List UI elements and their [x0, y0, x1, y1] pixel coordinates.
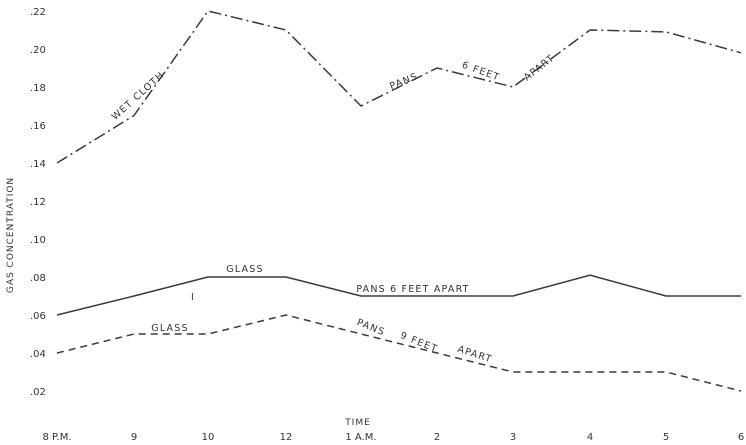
y-axis-title: GAS CONCENTRATION	[6, 177, 16, 293]
y-tick-label: .14	[30, 159, 46, 170]
x-tick-labels: 8 P.M. 9 10 12 1 A.M. 2 3 4 5 6	[43, 432, 745, 443]
y-tick-label: .20	[30, 45, 46, 56]
annotation-label: PANS	[355, 317, 387, 338]
y-tick-label: .22	[30, 7, 46, 18]
series-line-1	[56, 10, 742, 164]
annotation-label: APART	[456, 344, 493, 366]
y-tick-label: .06	[30, 311, 46, 322]
annotation-label: APART	[522, 53, 557, 84]
annotation-label: WET CLOTH	[110, 70, 167, 123]
x-tick-label: 12	[280, 432, 293, 443]
y-tick-label: .08	[30, 273, 46, 284]
annotation-label: GLASS	[151, 323, 188, 334]
y-tick-label: .16	[30, 121, 46, 132]
x-tick-label: 8 P.M.	[43, 432, 72, 443]
annotation-label: GLASS	[226, 264, 263, 275]
series-line-2	[56, 274, 741, 316]
x-tick-label: 2	[434, 432, 440, 443]
y-tick-label: .18	[30, 83, 46, 94]
annotation-label: PANS	[388, 71, 420, 92]
x-tick-label: 3	[510, 432, 516, 443]
y-tick-labels: .02 .04 .06 .08 .10 .12 .14 .16 .18 .20 .22	[30, 7, 46, 398]
annotation-label: 9 FEET	[399, 330, 440, 355]
annotation-label: PANS 6 FEET APART	[356, 284, 469, 295]
x-tick-label: 4	[587, 432, 593, 443]
annotation-label: I	[191, 292, 195, 303]
x-tick-label: 10	[202, 432, 215, 443]
y-tick-label: .04	[30, 349, 46, 360]
series-layer	[56, 10, 742, 392]
series-line-3	[56, 314, 742, 392]
x-tick-label: 9	[131, 432, 137, 443]
annotation-labels: WET CLOTH PANS 6 FEET APART GLASS PANS 6 FEET…	[110, 53, 557, 366]
y-tick-label: .10	[30, 235, 46, 246]
x-axis-title: TIME	[344, 418, 371, 428]
x-tick-label: 6	[738, 432, 744, 443]
x-tick-label: 5	[663, 432, 669, 443]
x-tick-label: 1 A.M.	[345, 432, 376, 443]
y-tick-label: .02	[30, 387, 46, 398]
y-tick-label: .12	[30, 197, 46, 208]
annotation-label: 6 FEET	[460, 60, 501, 84]
